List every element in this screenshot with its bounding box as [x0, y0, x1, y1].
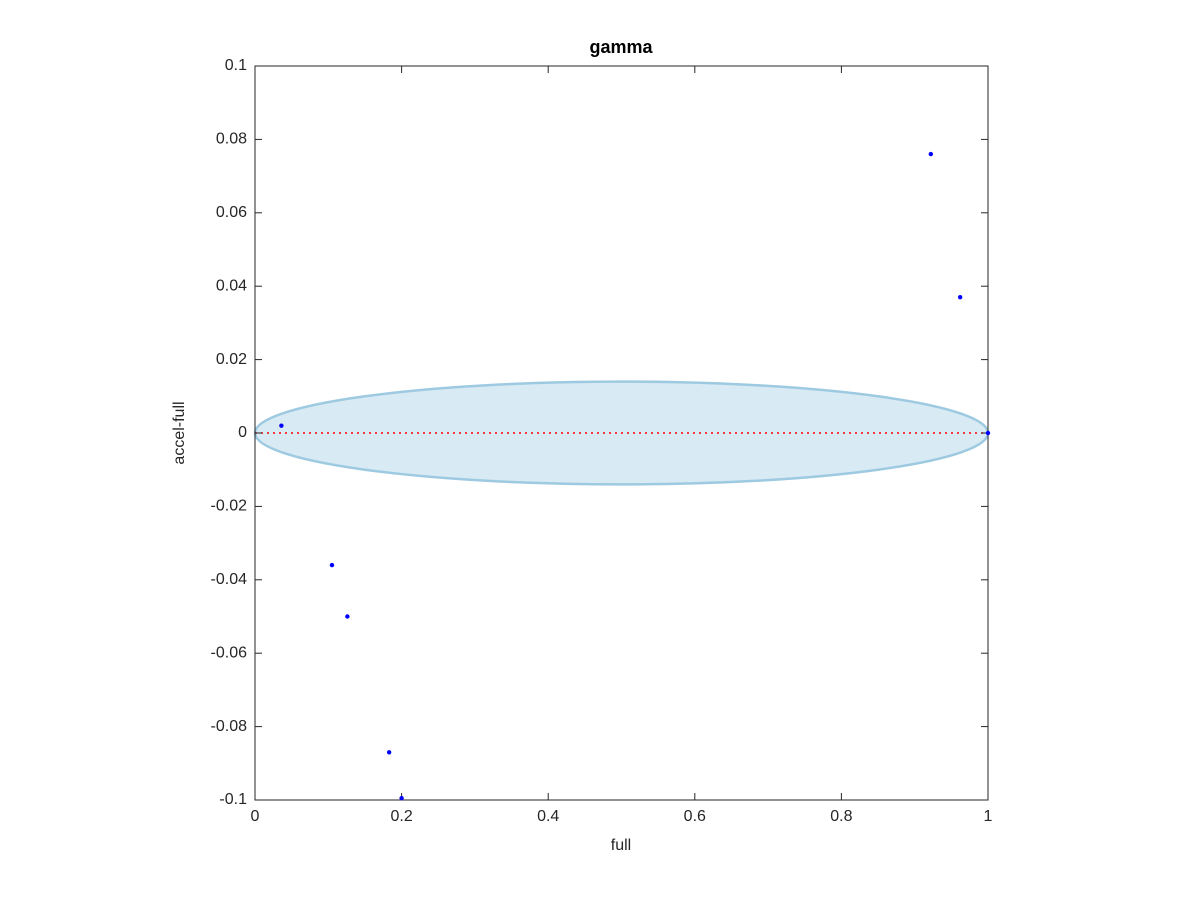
- chart-title: gamma: [589, 37, 653, 57]
- y-tick-label: 0.1: [225, 57, 247, 74]
- y-axis-label: accel-full: [171, 401, 188, 464]
- point: [928, 151, 934, 157]
- y-tick-label: -0.08: [211, 718, 248, 735]
- y-tick-label: 0.04: [216, 277, 247, 294]
- x-tick-label: 0: [251, 808, 260, 825]
- point: [957, 295, 963, 300]
- y-tick-label: 0: [238, 424, 247, 441]
- point: [279, 423, 284, 428]
- point: [399, 795, 404, 801]
- y-tick-label: 0.08: [216, 131, 247, 148]
- y-tick-label: -0.04: [211, 571, 248, 588]
- y-tick-label: -0.02: [211, 498, 248, 515]
- y-tick-label: -0.06: [211, 644, 248, 661]
- y-tick-label: 0.02: [216, 351, 247, 368]
- x-tick-label: 0.2: [390, 808, 412, 825]
- point: [386, 750, 392, 755]
- x-axis-label: full: [611, 837, 631, 854]
- point: [985, 430, 991, 436]
- y-tick-label: 0.06: [216, 204, 247, 221]
- x-tick-label: 0.4: [537, 808, 559, 825]
- x-tick-label: 0.6: [684, 808, 706, 825]
- x-tick-label: 0.8: [830, 808, 852, 825]
- x-tick-label: 1: [984, 808, 993, 825]
- point: [329, 562, 335, 568]
- point: [345, 614, 350, 619]
- y-tick-label: -0.1: [219, 791, 247, 808]
